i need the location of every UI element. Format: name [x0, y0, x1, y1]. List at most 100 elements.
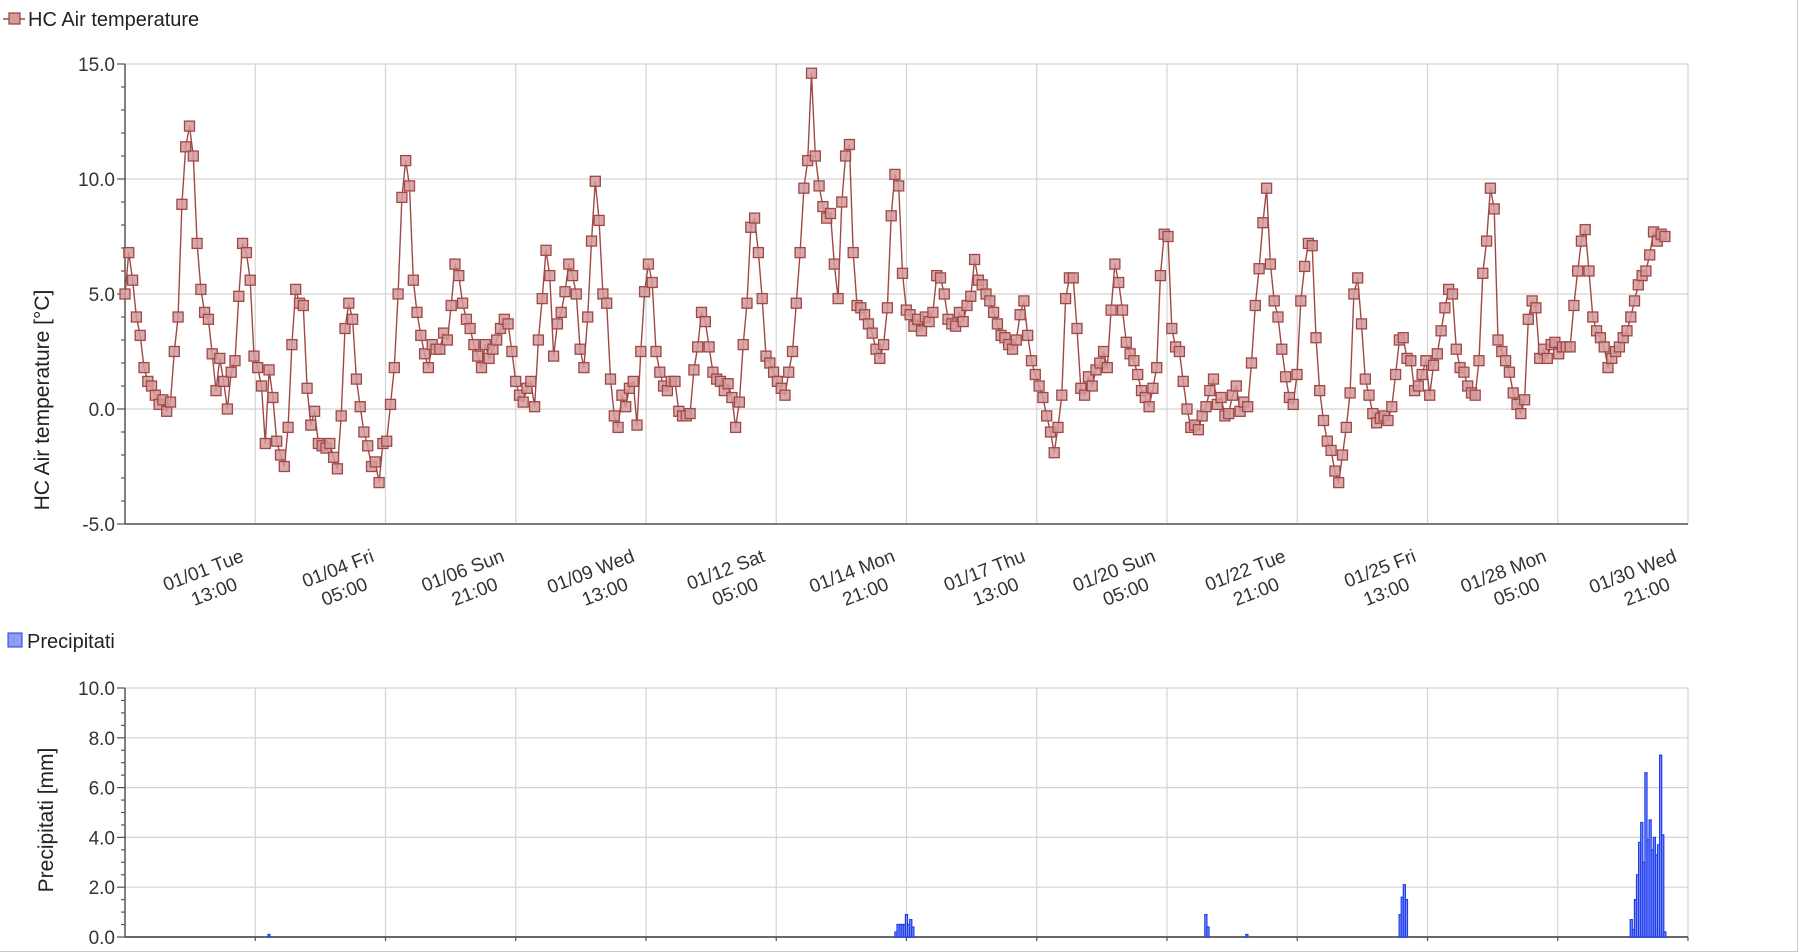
temperature-point: [1052, 421, 1064, 434]
temperature-point: [1048, 447, 1060, 459]
temperature-point: [1329, 465, 1341, 477]
temperature-point: [172, 311, 184, 323]
temperature-point: [927, 306, 939, 319]
temperature-point: [1207, 373, 1220, 385]
temperature-point: [1116, 304, 1129, 316]
temperature-point: [1162, 230, 1174, 243]
temperature-point: [403, 180, 416, 192]
temperature-point: [282, 421, 294, 434]
temperature-point: [195, 283, 207, 296]
temperature-point: [1424, 389, 1436, 401]
temperature-point: [369, 456, 381, 468]
temperature-point: [839, 150, 852, 162]
precipitation-bar: [911, 926, 915, 938]
temperature-point: [692, 341, 704, 353]
temperature-point: [126, 274, 139, 286]
temperature-point: [1037, 391, 1049, 404]
temperature-point: [327, 451, 340, 463]
temperature-point: [1602, 361, 1614, 374]
temperature-point: [1530, 302, 1542, 314]
temperature-point: [1416, 368, 1428, 381]
temperature-point: [1594, 332, 1607, 344]
temperature-point: [1025, 355, 1038, 367]
temperature-point: [225, 366, 237, 378]
precipitation-y-tick-labels: 10.0 8.0 6.0 4.0 2.0 0.0: [78, 679, 115, 949]
temperature-point: [885, 210, 897, 222]
temperature-point: [642, 258, 655, 270]
temperature-point: [790, 297, 802, 309]
temperature-point: [453, 269, 465, 282]
temperature-point: [1245, 357, 1258, 369]
temperature-point: [1078, 389, 1091, 401]
temperature-point: [1204, 384, 1216, 397]
temperature-point: [1355, 318, 1368, 330]
temperature-point: [1568, 299, 1580, 312]
temperature-point: [267, 391, 279, 404]
temperature-point: [1386, 401, 1398, 413]
temperature-point: [119, 288, 131, 300]
temperature-point: [1249, 299, 1261, 312]
temperature-point: [297, 299, 309, 312]
temperature-point: [896, 267, 909, 279]
temperature-point: [684, 407, 696, 420]
temperature-point: [836, 196, 848, 208]
temperature-point: [604, 373, 617, 385]
temperature-point: [255, 380, 268, 392]
temperature-point: [217, 375, 230, 388]
temperature-point: [248, 350, 260, 362]
temperature-point: [1382, 414, 1394, 427]
temperature-point: [631, 419, 643, 431]
temperature-point: [1010, 334, 1022, 346]
temperature-point: [214, 352, 226, 365]
temperature-point: [532, 334, 545, 346]
temperature-point: [1033, 380, 1045, 392]
precipitation-bar: [267, 933, 271, 938]
legend-precipitation-label: Precipitati: [27, 631, 115, 653]
temperature-point: [733, 396, 746, 408]
precipitation-y-tick-label: 0.0: [89, 928, 115, 949]
temperature-point: [1492, 334, 1504, 346]
temperature-point: [1314, 384, 1326, 397]
temperature-point: [1477, 267, 1489, 279]
temperature-point: [180, 141, 192, 153]
temperature-point: [881, 302, 894, 314]
temperature-point: [343, 297, 355, 309]
temperature-point: [290, 283, 302, 296]
temperature-point: [1435, 325, 1447, 337]
temperature-point: [468, 338, 480, 351]
temperature-point: [559, 286, 571, 298]
temperature-point: [475, 361, 488, 374]
temperature-point: [805, 67, 818, 79]
temperature-point: [1325, 444, 1337, 457]
temperature-point: [339, 322, 351, 335]
temperature-point: [756, 292, 768, 305]
temperature-point: [1181, 403, 1193, 415]
temperature-point: [1291, 368, 1303, 381]
temperature-point: [764, 357, 776, 369]
temperature-point: [1279, 371, 1292, 383]
temperature-y-tick-label: 5.0: [89, 285, 115, 306]
temperature-point: [748, 212, 761, 224]
temperature-point: [1132, 368, 1144, 381]
precipitation-gridlines: [125, 687, 1689, 938]
temperature-point: [362, 440, 374, 452]
temperature-point: [779, 389, 791, 401]
temperature-point: [1496, 345, 1508, 358]
temperature-point: [635, 345, 647, 358]
temperature-point: [555, 306, 567, 319]
temperature-point: [1575, 235, 1588, 247]
temperature-point: [1344, 387, 1356, 399]
temperature-point: [1348, 288, 1360, 300]
temperature-point: [517, 396, 529, 408]
temperature-point: [737, 338, 749, 351]
temperature-point: [1295, 295, 1307, 307]
temperature-point: [1431, 348, 1443, 360]
temperature-point: [1321, 435, 1333, 447]
temperature-point: [741, 297, 753, 309]
precipitation-bar: [1245, 933, 1249, 938]
temperature-point: [688, 364, 700, 376]
temperature-point: [794, 246, 806, 259]
